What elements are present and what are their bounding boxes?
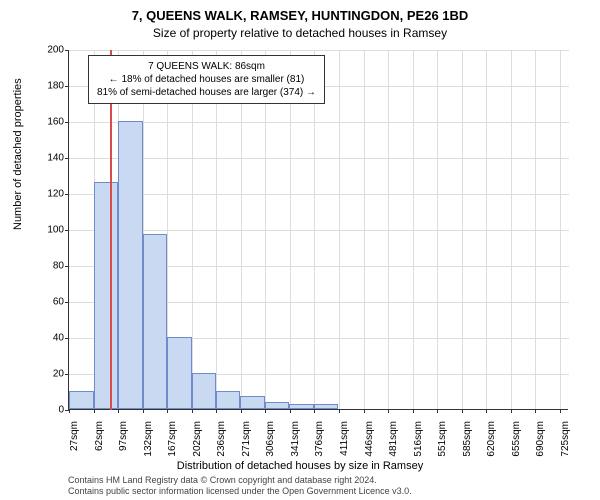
x-tick-mark	[511, 409, 512, 413]
y-tick-label: 200	[34, 45, 64, 56]
y-tick-label: 80	[34, 261, 64, 272]
x-tick-mark	[265, 409, 266, 413]
gridline-v	[560, 50, 561, 410]
x-tick-mark	[413, 409, 414, 413]
y-tick-label: 120	[34, 189, 64, 200]
footer-line2: Contains public sector information licen…	[68, 486, 412, 498]
y-tick-label: 180	[34, 81, 64, 92]
x-tick-mark	[339, 409, 340, 413]
histogram-bar	[69, 391, 94, 409]
x-tick-mark	[535, 409, 536, 413]
gridline-h	[69, 194, 569, 195]
x-tick-mark	[388, 409, 389, 413]
gridline-v	[265, 50, 266, 410]
gridline-v	[216, 50, 217, 410]
x-tick-mark	[290, 409, 291, 413]
y-tick-label: 100	[34, 225, 64, 236]
gridline-v	[535, 50, 536, 410]
x-tick-mark	[437, 409, 438, 413]
gridline-v	[364, 50, 365, 410]
histogram-bar	[314, 404, 339, 409]
y-tick-label: 140	[34, 153, 64, 164]
histogram-bar	[143, 234, 168, 409]
gridline-h	[69, 158, 569, 159]
gridline-v	[437, 50, 438, 410]
gridline-h	[69, 230, 569, 231]
y-tick-mark	[65, 230, 69, 231]
annotation-line1: 7 QUEENS WALK: 86sqm	[97, 60, 316, 73]
annotation-box: 7 QUEENS WALK: 86sqm ← 18% of detached h…	[88, 55, 325, 104]
histogram-bar	[192, 373, 217, 409]
y-axis-label: Number of detached properties	[12, 78, 24, 230]
x-tick-mark	[69, 409, 70, 413]
y-tick-mark	[65, 194, 69, 195]
gridline-v	[241, 50, 242, 410]
x-tick-mark	[118, 409, 119, 413]
x-tick-mark	[94, 409, 95, 413]
gridline-v	[314, 50, 315, 410]
histogram-bar	[167, 337, 192, 409]
x-axis-label: Distribution of detached houses by size …	[0, 460, 600, 472]
gridline-v	[413, 50, 414, 410]
histogram-bar	[289, 404, 314, 409]
x-tick-mark	[486, 409, 487, 413]
gridline-v	[462, 50, 463, 410]
y-tick-mark	[65, 122, 69, 123]
y-tick-mark	[65, 266, 69, 267]
y-tick-mark	[65, 50, 69, 51]
x-tick-mark	[241, 409, 242, 413]
x-tick-mark	[314, 409, 315, 413]
footer-line1: Contains HM Land Registry data © Crown c…	[68, 475, 412, 487]
gridline-v	[511, 50, 512, 410]
marker-line	[110, 50, 112, 410]
y-tick-label: 0	[34, 405, 64, 416]
gridline-h	[69, 50, 569, 51]
y-tick-mark	[65, 158, 69, 159]
x-tick-mark	[143, 409, 144, 413]
y-tick-label: 160	[34, 117, 64, 128]
gridline-v	[486, 50, 487, 410]
histogram-bar	[240, 396, 265, 409]
x-tick-mark	[462, 409, 463, 413]
y-tick-label: 60	[34, 297, 64, 308]
y-tick-label: 20	[34, 369, 64, 380]
footer: Contains HM Land Registry data © Crown c…	[68, 475, 412, 498]
y-tick-mark	[65, 86, 69, 87]
y-tick-mark	[65, 302, 69, 303]
histogram-bar	[265, 402, 290, 409]
x-tick-mark	[560, 409, 561, 413]
histogram-bar	[216, 391, 241, 409]
x-tick-mark	[364, 409, 365, 413]
x-tick-mark	[192, 409, 193, 413]
gridline-v	[388, 50, 389, 410]
gridline-h	[69, 122, 569, 123]
y-tick-label: 40	[34, 333, 64, 344]
gridline-v	[290, 50, 291, 410]
x-tick-mark	[216, 409, 217, 413]
page-subtitle: Size of property relative to detached ho…	[0, 23, 600, 40]
annotation-line3: 81% of semi-detached houses are larger (…	[97, 86, 316, 99]
gridline-v	[339, 50, 340, 410]
gridline-v	[192, 50, 193, 410]
chart-area: 02040608010012014016018020027sqm62sqm97s…	[68, 50, 568, 410]
y-tick-mark	[65, 338, 69, 339]
y-tick-mark	[65, 374, 69, 375]
annotation-line2: ← 18% of detached houses are smaller (81…	[97, 73, 316, 86]
page-title: 7, QUEENS WALK, RAMSEY, HUNTINGDON, PE26…	[0, 0, 600, 23]
histogram-bar	[94, 182, 119, 409]
x-tick-mark	[167, 409, 168, 413]
plot: 02040608010012014016018020027sqm62sqm97s…	[68, 50, 568, 410]
histogram-bar	[118, 121, 143, 409]
